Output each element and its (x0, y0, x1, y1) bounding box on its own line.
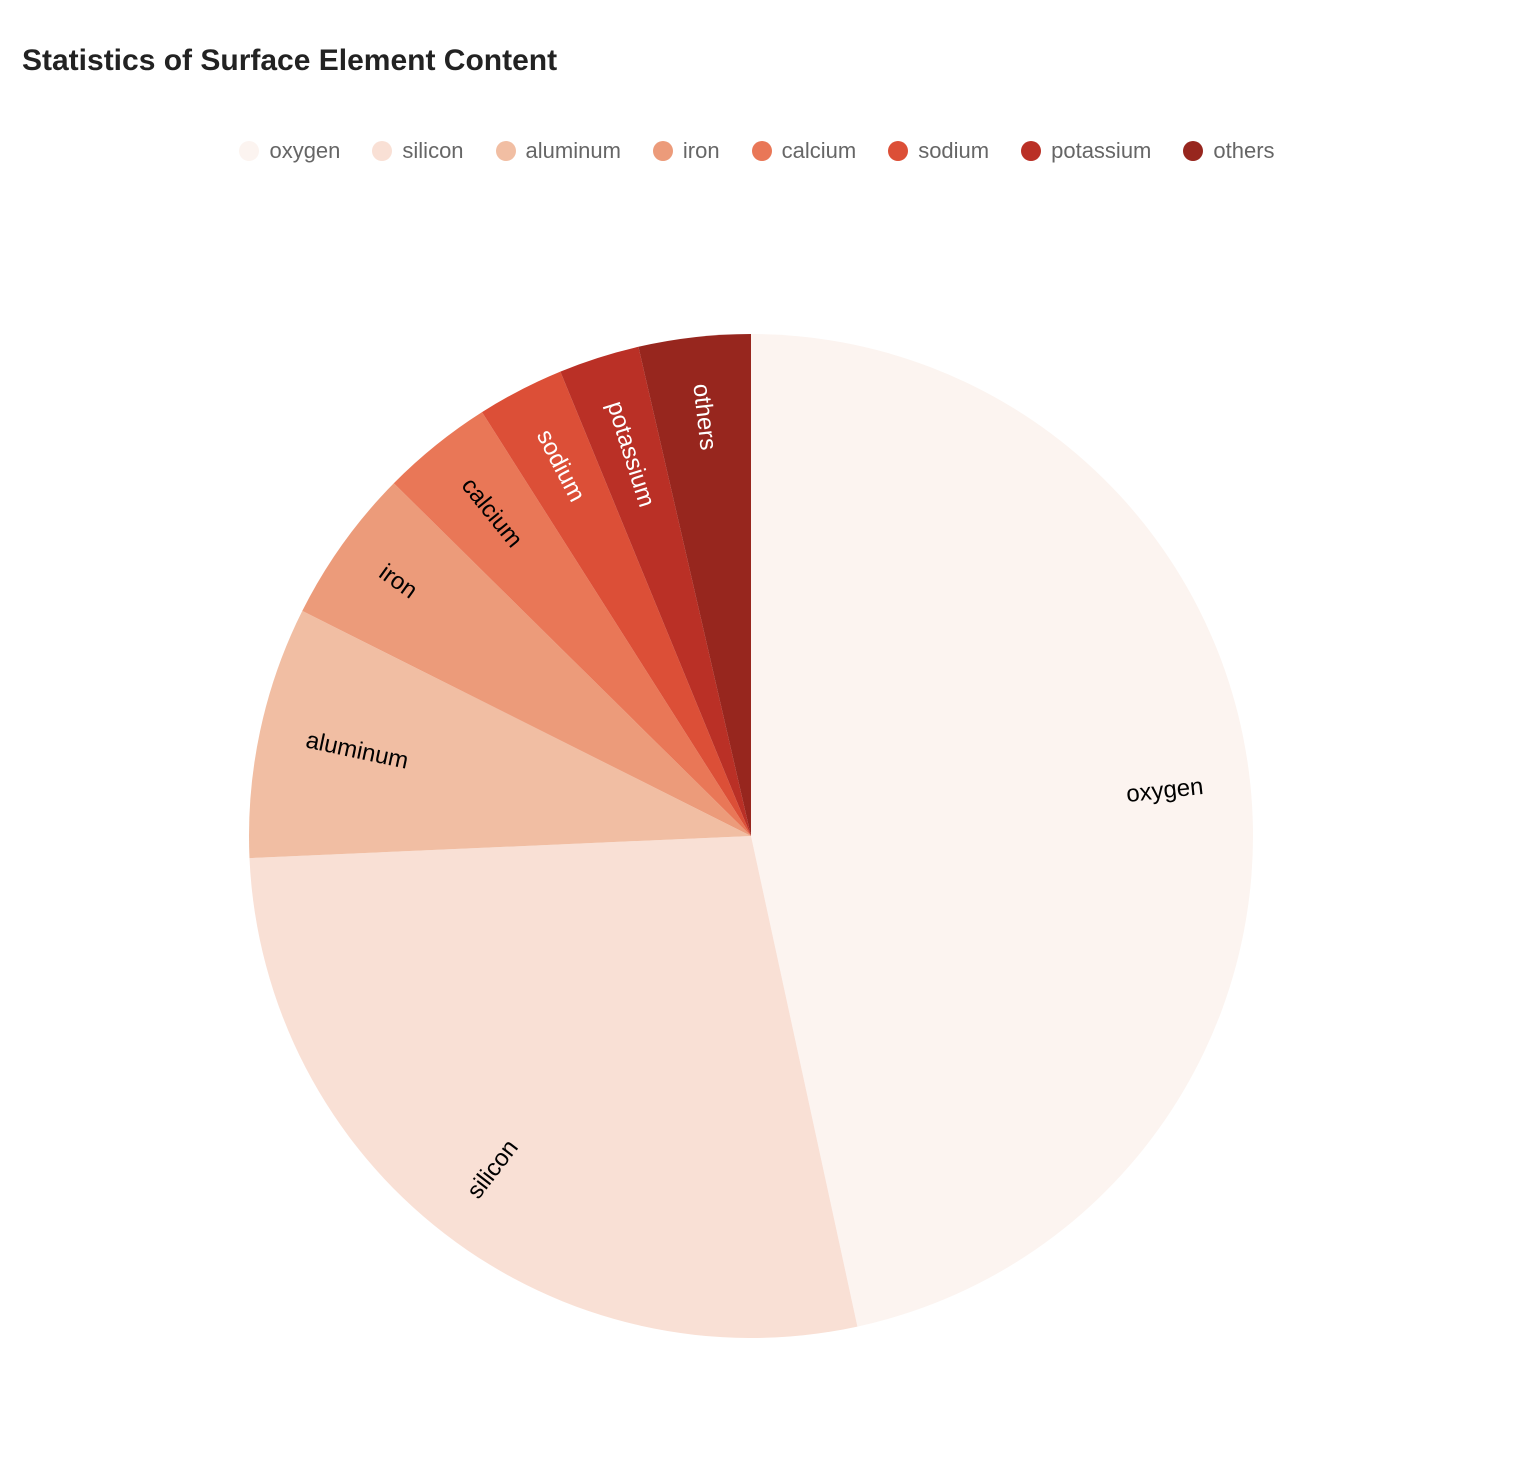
legend-swatch-oxygen (239, 141, 260, 161)
legend-item-potassium[interactable]: potassium (1021, 138, 1151, 164)
legend-label-aluminum: aluminum (525, 138, 621, 163)
legend-swatch-aluminum (495, 141, 516, 161)
legend-swatch-sodium (888, 141, 909, 161)
legend-label-silicon: silicon (402, 138, 464, 163)
pie-slice-sodium[interactable] (482, 371, 751, 836)
pie-slice-oxygen[interactable] (751, 334, 1254, 1327)
pie-slice-others[interactable] (638, 334, 751, 836)
legend-label-others: others (1213, 138, 1275, 163)
legend-label-sodium: sodium (918, 138, 990, 163)
pie-slice-potassium[interactable] (560, 346, 751, 836)
legend: oxygen silicon aluminum iron calcium sod… (0, 138, 1514, 164)
pie-slice-silicon[interactable] (249, 836, 858, 1338)
legend-label-oxygen: oxygen (269, 138, 341, 163)
legend-item-oxygen[interactable]: oxygen (239, 138, 340, 164)
legend-item-sodium[interactable]: sodium (888, 138, 989, 164)
legend-item-others[interactable]: others (1183, 138, 1275, 164)
pie-slice-iron[interactable] (302, 483, 751, 836)
pie-slice-calcium[interactable] (393, 412, 751, 836)
chart-title: Statistics of Surface Element Content (22, 44, 558, 77)
legend-swatch-silicon (372, 141, 393, 161)
legend-swatch-calcium (751, 141, 772, 161)
legend-swatch-iron (652, 141, 673, 161)
legend-item-calcium[interactable]: calcium (751, 138, 857, 164)
legend-item-aluminum[interactable]: aluminum (495, 138, 621, 164)
legend-label-calcium: calcium (781, 138, 857, 163)
legend-swatch-potassium (1021, 141, 1042, 161)
legend-label-iron: iron (682, 138, 720, 163)
pie-slice-aluminum[interactable] (249, 610, 752, 859)
legend-item-iron[interactable]: iron (652, 138, 720, 164)
legend-item-silicon[interactable]: silicon (372, 138, 464, 164)
legend-swatch-others (1183, 141, 1204, 161)
legend-label-potassium: potassium (1051, 138, 1152, 163)
